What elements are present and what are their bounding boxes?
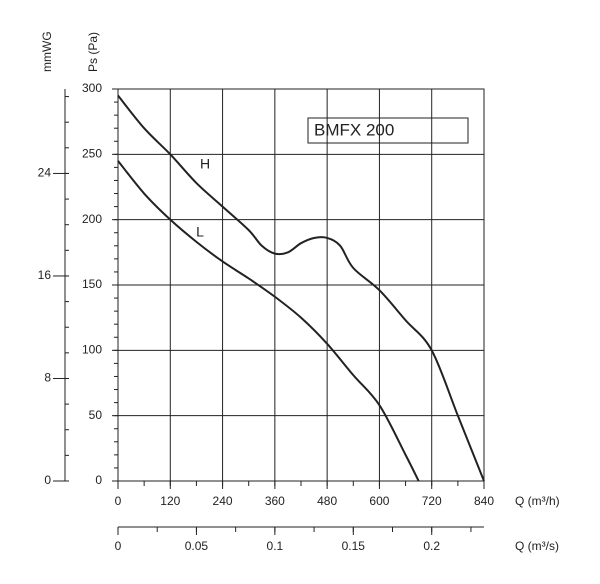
x2-tick-label: 0.05 xyxy=(185,539,209,553)
y-tick-label: 0 xyxy=(95,473,102,487)
curve xyxy=(117,160,420,482)
y2-tick-label: 24 xyxy=(38,166,52,180)
x2-tick-label: 0 xyxy=(115,539,122,553)
chart-title: BMFX 200 xyxy=(314,120,394,139)
x2-tick-label: 0.2 xyxy=(423,539,440,553)
x-tick-label: 0 xyxy=(115,494,122,508)
x-tick-label: 840 xyxy=(474,494,494,508)
x-tick-label: 600 xyxy=(369,494,389,508)
x-tick-label: 480 xyxy=(317,494,337,508)
y2-tick-label: 0 xyxy=(44,473,51,487)
x-tick-label: 360 xyxy=(265,494,285,508)
y-tick-label: 150 xyxy=(82,277,102,291)
curve xyxy=(117,94,485,482)
y-tick-label: 200 xyxy=(82,212,102,226)
y-tick-label: 100 xyxy=(82,343,102,357)
x2-tick-label: 0.1 xyxy=(267,539,284,553)
y-tick-label: 300 xyxy=(82,81,102,95)
x2-tick-label: 0.15 xyxy=(342,539,366,553)
x2-axis-label: Q (m³/s) xyxy=(515,539,559,553)
y2-tick-label: 8 xyxy=(44,371,51,385)
x-axis-label: Q (m³/h) xyxy=(515,494,560,508)
x-tick-label: 240 xyxy=(213,494,233,508)
curve-label: L xyxy=(196,224,204,240)
curve-label: H xyxy=(200,156,210,172)
y-tick-label: 50 xyxy=(89,408,103,422)
y-tick-label: 250 xyxy=(82,147,102,161)
y2-axis-label: mmWG xyxy=(40,31,54,72)
title-box xyxy=(307,117,469,144)
y-axis-label: Ps (Pa) xyxy=(86,32,100,72)
y2-tick-label: 16 xyxy=(38,268,52,282)
x-tick-label: 120 xyxy=(160,494,180,508)
x-tick-label: 720 xyxy=(422,494,442,508)
